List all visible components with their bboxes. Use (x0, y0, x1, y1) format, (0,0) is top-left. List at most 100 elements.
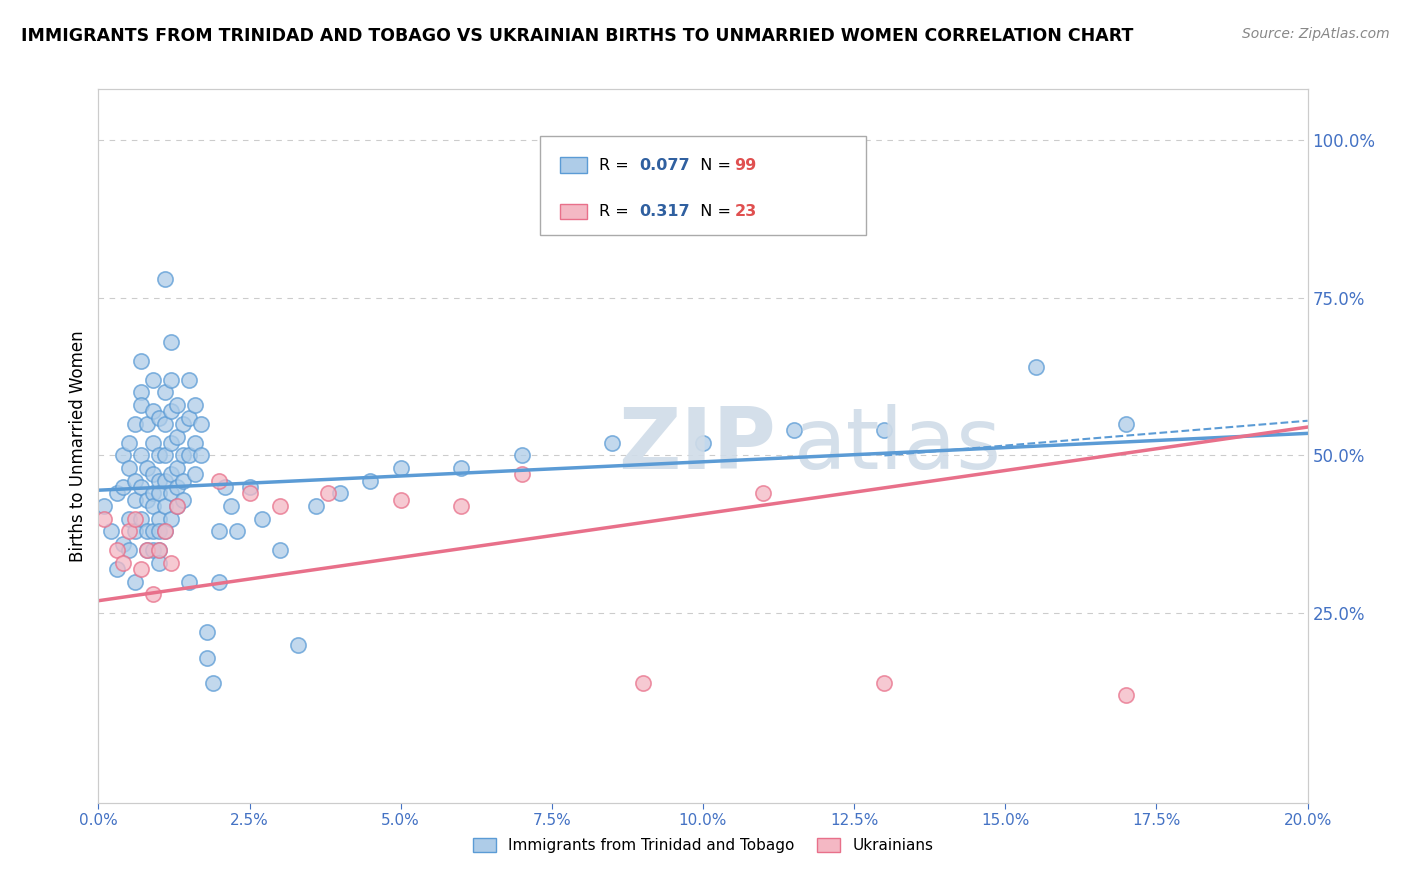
Point (148, 410, 170, 425)
Point (166, 499, 188, 513)
Point (124, 474, 146, 488)
Point (153, 524, 176, 539)
Point (389, 461, 412, 475)
Text: 23: 23 (734, 204, 756, 219)
Point (153, 271, 176, 285)
Point (239, 480, 262, 494)
Point (105, 486, 128, 500)
Point (118, 461, 141, 475)
Point (111, 537, 134, 551)
Point (129, 562, 152, 576)
Point (124, 524, 146, 539)
Point (360, 474, 382, 488)
Point (160, 334, 183, 349)
Point (305, 499, 328, 513)
Point (160, 511, 183, 525)
Point (153, 385, 176, 400)
Point (226, 524, 249, 539)
Point (214, 480, 236, 494)
Text: 99: 99 (734, 158, 756, 173)
Point (208, 474, 231, 488)
Text: N =: N = (690, 158, 735, 173)
Point (172, 417, 194, 431)
Point (142, 435, 165, 450)
Point (1024, 360, 1046, 375)
Point (105, 562, 128, 576)
Point (202, 675, 225, 690)
Point (873, 675, 896, 690)
Point (142, 543, 165, 558)
Text: N =: N = (690, 204, 735, 219)
Point (172, 492, 194, 507)
Point (160, 467, 183, 482)
Point (111, 449, 134, 463)
Point (111, 556, 134, 570)
Point (510, 467, 533, 482)
Point (166, 499, 188, 513)
Point (118, 435, 141, 450)
Point (160, 556, 183, 570)
Point (153, 524, 176, 539)
Point (118, 511, 141, 525)
Point (184, 467, 207, 482)
Point (93, 499, 115, 513)
Point (135, 492, 157, 507)
Point (602, 435, 624, 450)
Point (195, 650, 218, 665)
Point (184, 398, 207, 412)
Point (148, 556, 170, 570)
Point (124, 417, 146, 431)
Point (172, 474, 194, 488)
Text: atlas: atlas (793, 404, 1001, 488)
Point (124, 574, 146, 589)
Point (135, 524, 157, 539)
Point (389, 492, 412, 507)
FancyBboxPatch shape (540, 136, 866, 235)
Point (208, 524, 231, 539)
Point (873, 423, 896, 437)
Point (135, 417, 157, 431)
Text: 0.077: 0.077 (638, 158, 689, 173)
Point (153, 499, 176, 513)
Point (142, 587, 165, 601)
Point (179, 449, 201, 463)
Point (692, 435, 714, 450)
Point (179, 373, 201, 387)
Point (287, 638, 309, 652)
Point (100, 524, 122, 539)
Point (148, 449, 170, 463)
Point (179, 410, 201, 425)
Text: Source: ZipAtlas.com: Source: ZipAtlas.com (1241, 27, 1389, 41)
Point (148, 511, 170, 525)
Point (329, 486, 352, 500)
Point (153, 449, 176, 463)
Point (153, 417, 176, 431)
Point (129, 398, 152, 412)
Point (124, 492, 146, 507)
Point (166, 461, 188, 475)
Point (160, 486, 183, 500)
Point (1115, 689, 1137, 703)
Point (142, 373, 165, 387)
Point (208, 574, 231, 589)
Point (239, 486, 262, 500)
Text: R =: R = (599, 158, 634, 173)
Point (190, 417, 212, 431)
Point (142, 524, 165, 539)
Point (450, 499, 472, 513)
Text: ZIP: ZIP (619, 404, 776, 488)
Point (179, 574, 201, 589)
Point (129, 449, 152, 463)
Point (250, 511, 273, 525)
Point (221, 499, 243, 513)
Point (111, 480, 134, 494)
Point (148, 474, 170, 488)
Point (752, 486, 775, 500)
Point (129, 353, 152, 368)
Text: 0.317: 0.317 (638, 204, 689, 219)
Point (135, 461, 157, 475)
FancyBboxPatch shape (561, 157, 586, 173)
Point (142, 486, 165, 500)
Point (153, 474, 176, 488)
Point (190, 449, 212, 463)
